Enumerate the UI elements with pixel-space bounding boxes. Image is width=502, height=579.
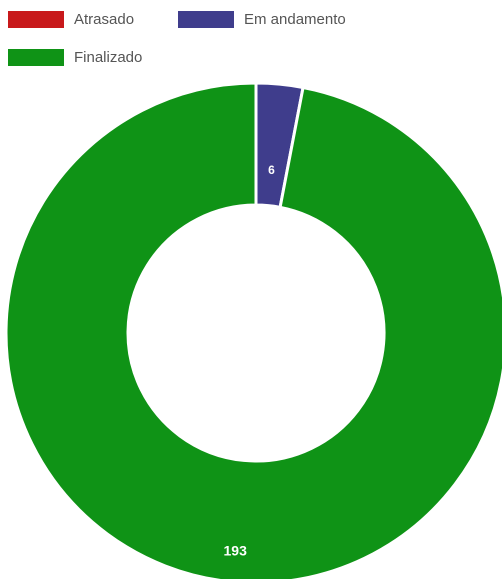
data-label-em-andamento: 6 xyxy=(268,163,275,177)
legend-item-atrasado[interactable]: Atrasado xyxy=(8,9,134,29)
legend-label-atrasado: Atrasado xyxy=(74,10,135,28)
legend-label-finalizado: Finalizado xyxy=(74,48,143,66)
legend-item-em-andamento[interactable]: Em andamento xyxy=(178,9,346,29)
data-label-finalizado: 193 xyxy=(224,543,248,559)
legend-label-em-andamento: Em andamento xyxy=(244,10,346,28)
chart-legend: Atrasado Em andamento Finalizado xyxy=(0,0,502,80)
slice-finalizado[interactable] xyxy=(4,81,502,579)
legend-swatch-atrasado xyxy=(8,10,64,28)
legend-swatch-em-andamento xyxy=(178,10,234,28)
legend-item-finalizado[interactable]: Finalizado xyxy=(8,47,142,67)
legend-swatch-finalizado xyxy=(8,48,64,66)
